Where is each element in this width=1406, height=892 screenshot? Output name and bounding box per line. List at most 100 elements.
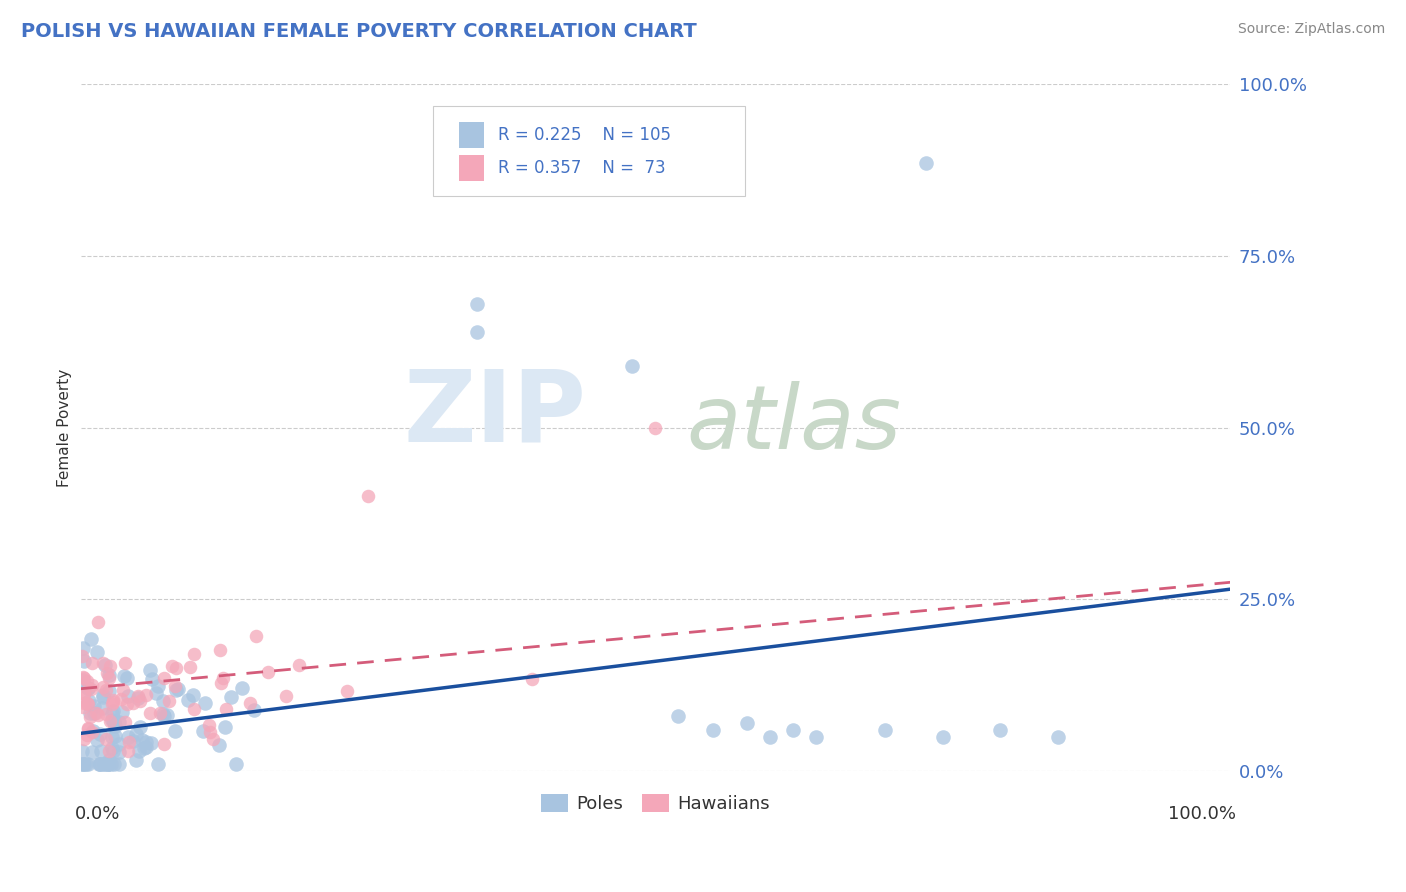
Point: [145, 686, 167, 700]
Point: [117, 689, 139, 703]
Point: [100, 713, 122, 727]
Point: [208, 643, 231, 657]
Point: [238, 697, 260, 711]
Point: [87, 707, 110, 722]
Point: [111, 683, 134, 698]
Point: [152, 737, 174, 751]
Point: [83, 706, 105, 720]
Point: [94, 731, 117, 746]
Point: [96, 666, 118, 681]
Point: [209, 675, 232, 690]
Point: [101, 694, 124, 708]
Point: [167, 682, 190, 697]
Text: Source: ZipAtlas.com: Source: ZipAtlas.com: [1237, 22, 1385, 37]
Point: [72, 686, 94, 700]
Point: [806, 730, 828, 744]
Point: [737, 716, 759, 731]
Point: [70, 649, 93, 664]
Point: [90, 744, 112, 758]
Point: [644, 421, 666, 435]
Point: [214, 720, 236, 734]
Point: [465, 325, 488, 339]
Point: [153, 708, 176, 723]
Point: [76, 696, 98, 710]
Point: [98, 658, 121, 673]
Point: [72, 699, 94, 714]
Point: [114, 657, 136, 671]
Point: [70, 744, 93, 758]
Point: [94, 707, 117, 722]
Point: [782, 723, 804, 737]
Point: [98, 668, 121, 682]
Point: [100, 740, 122, 755]
Point: [336, 684, 359, 698]
Point: [208, 738, 231, 752]
FancyBboxPatch shape: [433, 106, 745, 196]
Point: [465, 297, 488, 311]
Text: 100.0%: 100.0%: [1168, 805, 1236, 823]
Point: [702, 723, 724, 737]
Point: [219, 690, 242, 705]
Point: [73, 731, 96, 746]
Point: [104, 719, 127, 733]
Point: [72, 640, 94, 655]
Point: [82, 745, 104, 759]
Point: [103, 757, 125, 772]
Point: [91, 690, 114, 704]
Point: [97, 671, 120, 685]
Point: [107, 737, 129, 751]
Point: [73, 654, 96, 668]
Point: [73, 687, 96, 701]
Point: [98, 714, 121, 728]
Point: [86, 615, 108, 630]
Point: [125, 753, 148, 767]
Point: [77, 681, 100, 696]
Point: [77, 721, 100, 735]
Point: [82, 723, 104, 738]
Point: [80, 678, 103, 692]
Point: [72, 671, 94, 685]
Point: [117, 731, 139, 745]
Point: [179, 660, 201, 674]
Point: [914, 156, 936, 170]
Point: [114, 715, 136, 730]
Point: [128, 744, 150, 758]
Point: [211, 671, 233, 685]
Point: [125, 727, 148, 741]
Point: [108, 757, 131, 772]
Point: [163, 723, 186, 738]
Point: [91, 657, 114, 671]
Point: [79, 706, 101, 721]
Point: [115, 671, 138, 685]
Point: [79, 710, 101, 724]
Point: [148, 679, 170, 693]
Point: [288, 658, 311, 673]
Point: [110, 691, 132, 706]
Point: [114, 669, 136, 683]
Point: [146, 757, 169, 772]
Point: [183, 688, 205, 702]
Point: [759, 730, 782, 744]
Point: [101, 744, 124, 758]
Point: [86, 732, 108, 747]
Point: [89, 727, 111, 741]
Point: [91, 680, 114, 694]
Point: [76, 673, 98, 688]
Point: [177, 693, 200, 707]
Point: [191, 724, 214, 739]
Point: [141, 672, 163, 686]
Point: [77, 722, 100, 736]
Point: [100, 698, 122, 712]
Point: [87, 756, 110, 771]
Point: [201, 732, 224, 747]
Point: [243, 703, 266, 717]
Text: atlas: atlas: [686, 382, 901, 467]
Text: R = 0.225    N = 105: R = 0.225 N = 105: [498, 126, 671, 144]
Point: [111, 706, 134, 720]
Point: [101, 730, 124, 744]
Point: [72, 757, 94, 772]
Text: ZIP: ZIP: [404, 366, 586, 463]
Point: [129, 720, 152, 734]
Point: [121, 734, 143, 748]
Text: 0.0%: 0.0%: [75, 805, 120, 823]
